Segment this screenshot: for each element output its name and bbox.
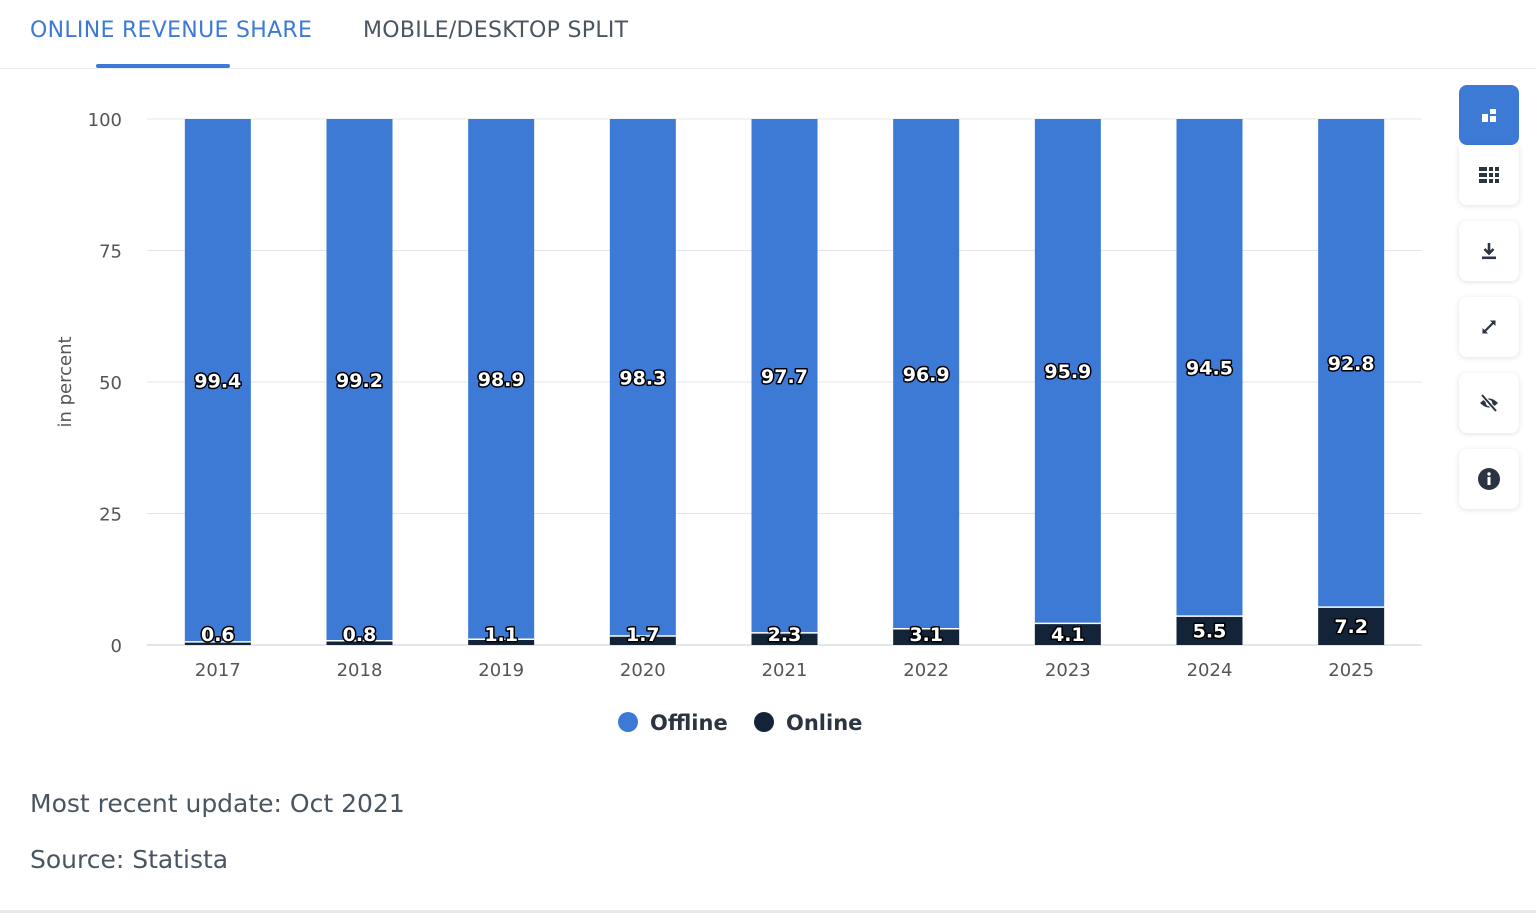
x-tick-label: 2019 bbox=[478, 660, 524, 681]
bar-offline-2022 bbox=[893, 119, 960, 629]
y-tick-label: 0 bbox=[111, 636, 122, 657]
data-label-online: 5.5 bbox=[1193, 621, 1227, 643]
bar-online-2020 bbox=[609, 636, 676, 645]
tab-bar: ONLINE REVENUE SHARE MOBILE/DESKTOP SPLI… bbox=[0, 0, 1536, 69]
x-tick-label: 2021 bbox=[762, 660, 808, 681]
download-icon bbox=[1482, 243, 1496, 260]
data-label-online: 1.1 bbox=[484, 624, 518, 646]
data-label-offline: 98.3 bbox=[619, 368, 666, 390]
data-label-online: 3.1 bbox=[909, 624, 943, 646]
data-label-offline: 94.5 bbox=[1186, 358, 1233, 380]
table-view-button[interactable] bbox=[1459, 145, 1519, 205]
data-label-offline: 97.7 bbox=[761, 366, 808, 388]
bar-online-2025 bbox=[1318, 607, 1385, 645]
legend-online-label: Online bbox=[786, 711, 862, 735]
data-label-online: 7.2 bbox=[1334, 616, 1368, 638]
bar-online-2019 bbox=[468, 639, 535, 645]
legend-online-marker bbox=[754, 712, 774, 732]
y-tick-label: 25 bbox=[99, 505, 122, 526]
data-label-online: 0.8 bbox=[343, 624, 377, 646]
bar-offline-2024 bbox=[1176, 119, 1243, 617]
x-tick-label: 2018 bbox=[337, 660, 383, 681]
y-tick-label: 50 bbox=[99, 373, 122, 394]
data-label-offline: 96.9 bbox=[903, 364, 950, 386]
bar-online-2022 bbox=[893, 628, 960, 645]
tab-online-revenue-share[interactable]: ONLINE REVENUE SHARE bbox=[30, 18, 313, 43]
bar-offline-2020 bbox=[609, 119, 676, 637]
x-tick-label: 2024 bbox=[1187, 660, 1233, 681]
legend-offline-marker bbox=[618, 712, 638, 732]
bar-online-2023 bbox=[1034, 623, 1101, 645]
data-label-offline: 99.4 bbox=[194, 370, 241, 392]
data-label-online: 4.1 bbox=[1051, 624, 1085, 646]
chart-type-button[interactable] bbox=[1459, 85, 1519, 145]
legend-offline-label: Offline bbox=[650, 711, 728, 735]
source-text: Source: Statista bbox=[30, 845, 229, 874]
info-icon bbox=[1478, 468, 1500, 490]
data-label-online: 1.7 bbox=[626, 624, 660, 646]
bar-online-2024 bbox=[1176, 616, 1243, 645]
y-axis-label: in percent bbox=[55, 336, 76, 427]
expand-icon bbox=[1482, 320, 1496, 334]
data-label-offline: 99.2 bbox=[336, 370, 383, 392]
bar-offline-2017 bbox=[184, 119, 251, 642]
x-tick-label: 2023 bbox=[1045, 660, 1091, 681]
hide-icon bbox=[1480, 393, 1498, 413]
bar-online-2021 bbox=[751, 632, 818, 645]
bottom-divider bbox=[0, 910, 1536, 913]
data-label-online: 2.3 bbox=[768, 624, 802, 646]
bar-offline-2018 bbox=[326, 119, 393, 641]
download-button[interactable] bbox=[1459, 221, 1519, 281]
table-icon bbox=[1479, 167, 1499, 183]
info-button[interactable] bbox=[1459, 449, 1519, 509]
hide-button[interactable] bbox=[1459, 373, 1519, 433]
bar-online-2018 bbox=[326, 640, 393, 645]
y-tick-label: 75 bbox=[99, 242, 122, 263]
bar-online-2017 bbox=[184, 641, 251, 645]
chart-type-icon bbox=[1482, 109, 1496, 122]
update-text: Most recent update: Oct 2021 bbox=[30, 789, 405, 818]
bar-offline-2023 bbox=[1034, 119, 1101, 624]
tab-mobile-desktop-split[interactable]: MOBILE/DESKTOP SPLIT bbox=[363, 18, 629, 43]
stacked-bar-chart: 0 25 50 75 100 in percent 99.4 0.6 2017 99.2 0.8 20… bbox=[55, 110, 1422, 735]
bar-offline-2019 bbox=[468, 119, 535, 640]
active-tab-indicator bbox=[96, 64, 230, 68]
y-tick-label: 100 bbox=[88, 110, 122, 131]
x-tick-label: 2025 bbox=[1328, 660, 1374, 681]
fullscreen-button[interactable] bbox=[1459, 297, 1519, 357]
x-tick-label: 2017 bbox=[195, 660, 241, 681]
data-label-offline: 92.8 bbox=[1328, 353, 1375, 375]
x-tick-label: 2022 bbox=[903, 660, 949, 681]
bar-offline-2021 bbox=[751, 119, 818, 633]
x-tick-label: 2020 bbox=[620, 660, 666, 681]
bar-offline-2025 bbox=[1318, 119, 1385, 608]
data-label-offline: 95.9 bbox=[1044, 361, 1091, 383]
data-label-offline: 98.9 bbox=[478, 369, 525, 391]
data-label-online: 0.6 bbox=[201, 624, 235, 646]
